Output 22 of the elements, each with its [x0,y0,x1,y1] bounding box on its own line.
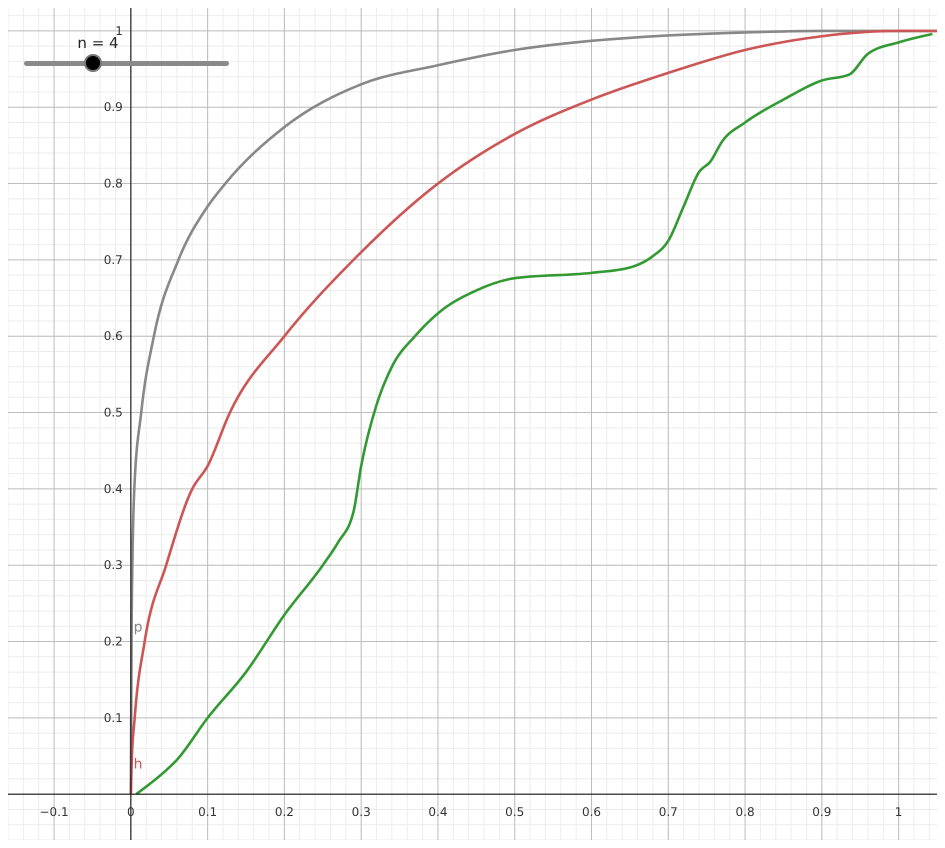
y-tick-label: 0.5 [104,406,123,420]
y-tick-label: 0.4 [104,482,123,496]
x-tick-label: 0.3 [352,805,371,820]
y-tick-label: 0.6 [104,329,123,344]
x-tick-label: 0.9 [812,805,832,820]
y-tick-label: 0.9 [104,100,123,114]
x-tick-label: 0.4 [428,805,448,820]
x-tick-label: 0.1 [198,805,218,820]
x-tick-label: 0.5 [505,805,524,820]
series-label: h [134,756,142,773]
y-tick-label: 0.1 [104,710,123,725]
y-tick-label: 0.7 [104,252,123,267]
y-tick-label: 0.3 [104,558,123,572]
x-tick-label: 1 [894,805,902,820]
series-label: p [134,619,143,636]
y-tick-label: 0.8 [104,176,123,191]
y-tick-label: 0.2 [104,634,123,649]
x-tick-label: 0.7 [658,805,678,820]
x-tick-label: 0.2 [274,805,294,820]
x-tick-label: −0.1 [39,805,69,820]
x-tick-label: 0.8 [736,805,755,820]
x-tick-label: 0.6 [582,805,602,820]
